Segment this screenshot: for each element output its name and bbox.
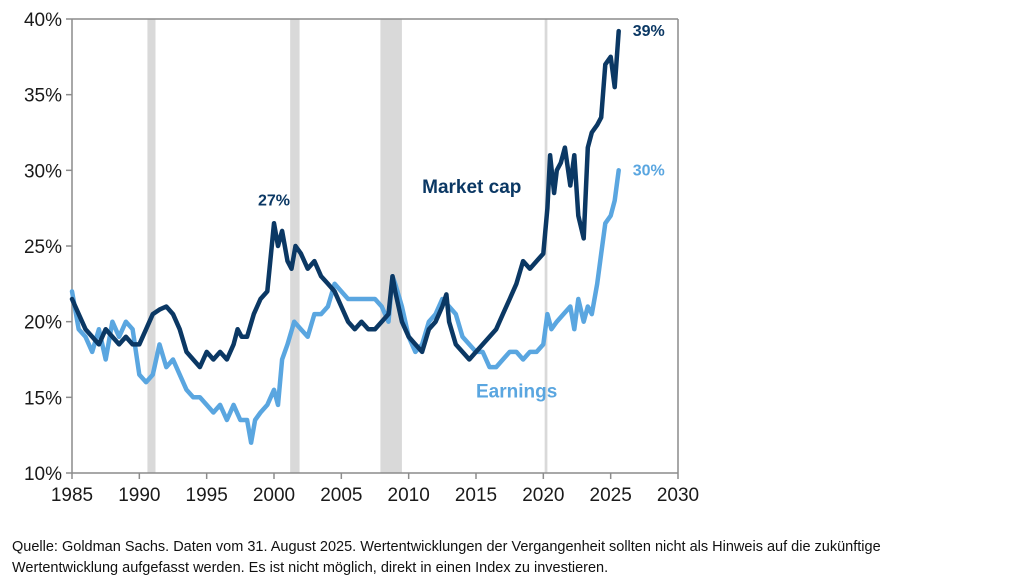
x-tick-label: 2025 <box>590 485 632 506</box>
footnote-line-2: Wertentwicklung aufgefasst werden. Es is… <box>12 560 609 576</box>
end-label-market-cap: 39% <box>633 23 665 40</box>
end-label-earnings: 30% <box>633 162 665 179</box>
x-tick-label: 2010 <box>388 485 430 506</box>
x-tick-label: 2005 <box>320 485 362 506</box>
y-tick-label: 40% <box>24 10 62 31</box>
footnote: Quelle: Goldman Sachs. Daten vom 31. Aug… <box>12 537 1022 579</box>
x-tick-label: 1990 <box>118 485 160 506</box>
chart: 10% 15% 20% 25% 30% 35% 40% 1985 1990 1995 2000 20… <box>24 10 699 506</box>
series-line-market-cap <box>69 28 621 370</box>
x-tick-label: 2000 <box>253 485 295 506</box>
y-tick-label: 20% <box>24 313 62 334</box>
x-tick-label: 2020 <box>522 485 564 506</box>
x-tick-label: 2015 <box>455 485 497 506</box>
series-line-earnings <box>69 168 621 445</box>
x-axis-ticks: 1985 1990 1995 2000 2005 2010 2015 2020 2025 2030 <box>51 473 699 506</box>
y-tick-label: 25% <box>24 237 62 258</box>
series-lines <box>69 28 621 445</box>
y-axis-ticks: 10% 15% 20% 25% 30% 35% 40% <box>24 10 72 485</box>
y-tick-label: 10% <box>24 464 62 485</box>
series-label-market-cap: Market cap <box>422 177 521 198</box>
series-label-earnings: Earnings <box>476 381 557 402</box>
x-tick-label: 2030 <box>657 485 699 506</box>
y-tick-label: 30% <box>24 161 62 182</box>
recession-band <box>147 19 156 473</box>
y-tick-label: 35% <box>24 86 62 107</box>
footnote-line-1: Quelle: Goldman Sachs. Daten vom 31. Aug… <box>12 539 881 555</box>
x-tick-label: 1985 <box>51 485 93 506</box>
recession-band <box>380 19 402 473</box>
peak-label-market-cap: 27% <box>258 193 290 210</box>
x-tick-label: 1995 <box>186 485 228 506</box>
series-labels: 39% 27% 30% Market cap Earnings <box>258 23 665 402</box>
y-tick-label: 15% <box>24 388 62 409</box>
axes <box>71 18 679 474</box>
